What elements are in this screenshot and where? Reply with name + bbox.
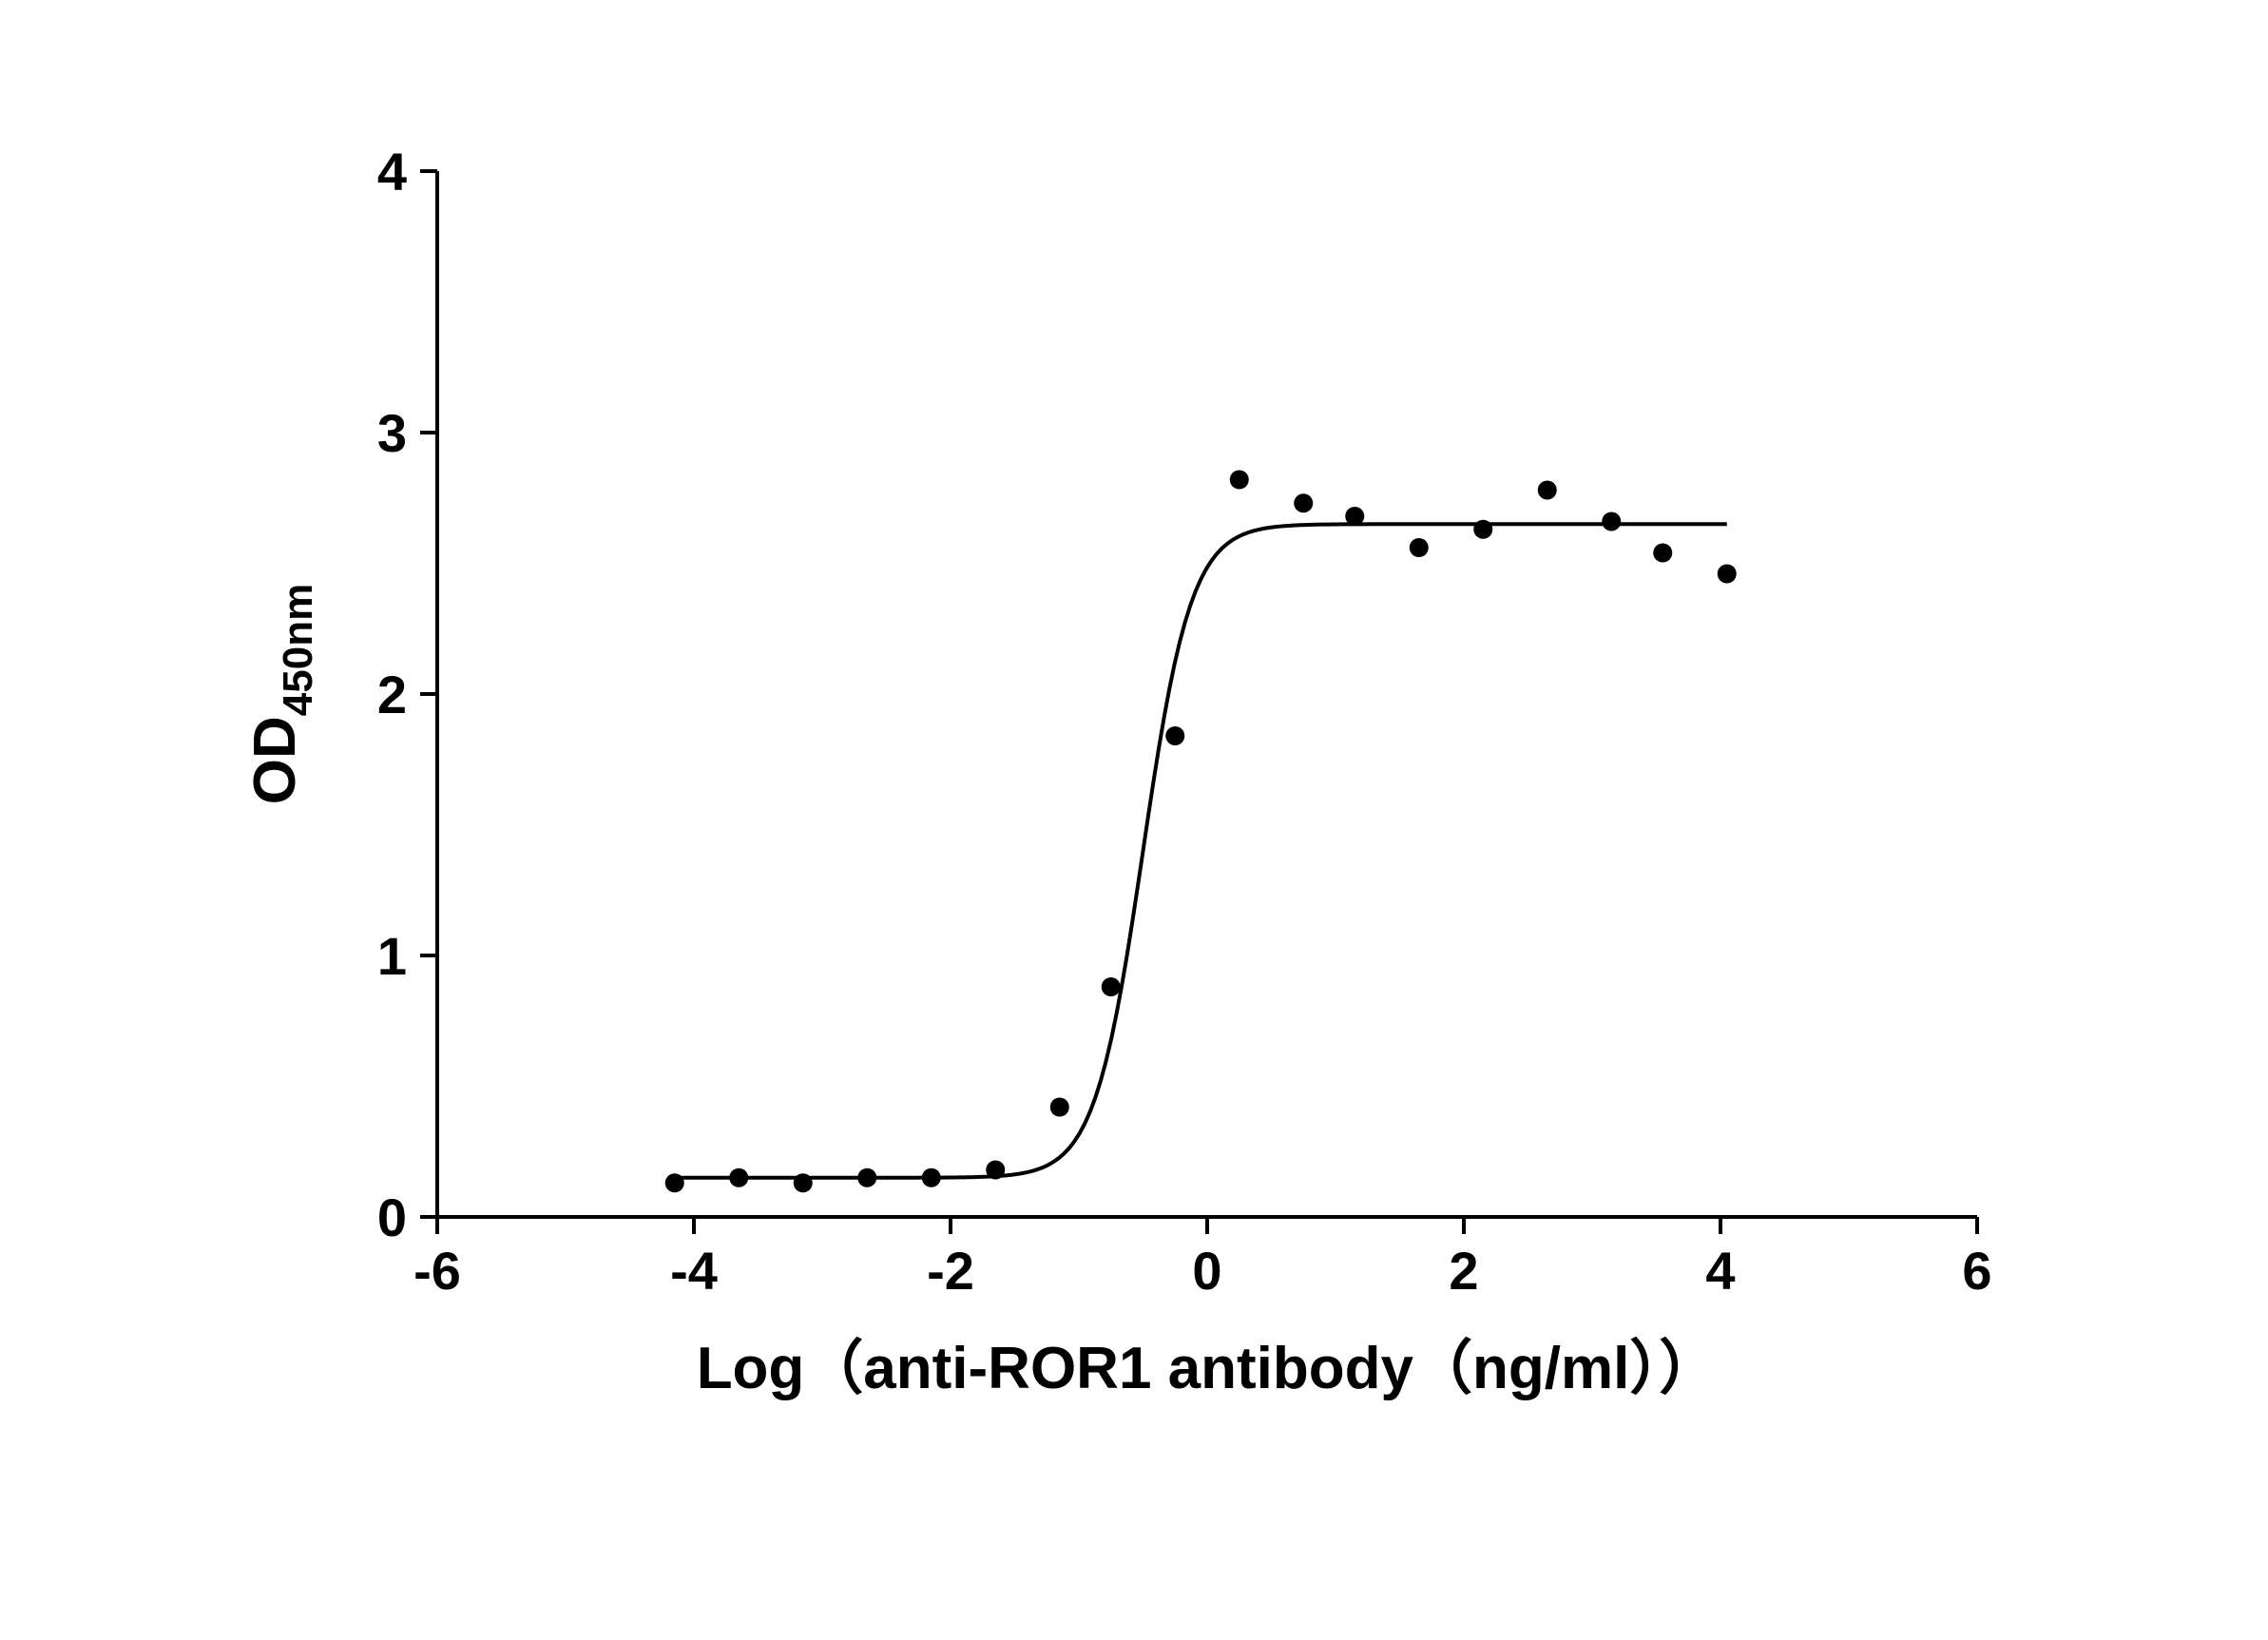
y-axis-label-group: OD450nm <box>242 584 321 804</box>
svg-text:0: 0 <box>1192 1241 1221 1301</box>
svg-text:-4: -4 <box>670 1241 718 1301</box>
y-axis-label: OD450nm <box>242 584 321 804</box>
svg-text:0: 0 <box>377 1187 407 1247</box>
svg-text:-6: -6 <box>413 1241 461 1301</box>
svg-text:1: 1 <box>377 926 407 986</box>
chart-svg: 0 1 2 3 4 -6 -4 -2 0 2 4 6 OD450nm Log（anti-ROR1 a… <box>190 95 2091 1521</box>
y-ticks: 0 1 2 3 4 <box>377 142 437 1247</box>
svg-text:2: 2 <box>377 665 407 724</box>
x-ticks: -6 -4 -2 0 2 4 6 <box>413 1217 1991 1301</box>
svg-text:4: 4 <box>1705 1241 1735 1301</box>
y-axis-label-sub: 450nm <box>275 584 321 716</box>
y-axis-label-main: OD <box>242 716 308 804</box>
svg-text:4: 4 <box>377 142 407 202</box>
fit-curve <box>675 524 1727 1178</box>
svg-text:-2: -2 <box>927 1241 974 1301</box>
svg-text:2: 2 <box>1449 1241 1478 1301</box>
svg-text:3: 3 <box>377 403 407 463</box>
chart-container: 0 1 2 3 4 -6 -4 -2 0 2 4 6 OD450nm Log（anti-ROR1 a… <box>190 95 2091 1521</box>
svg-text:6: 6 <box>1962 1241 1991 1301</box>
x-axis-label: Log（anti-ROR1 antibody（ng/ml）） <box>697 1335 1719 1401</box>
